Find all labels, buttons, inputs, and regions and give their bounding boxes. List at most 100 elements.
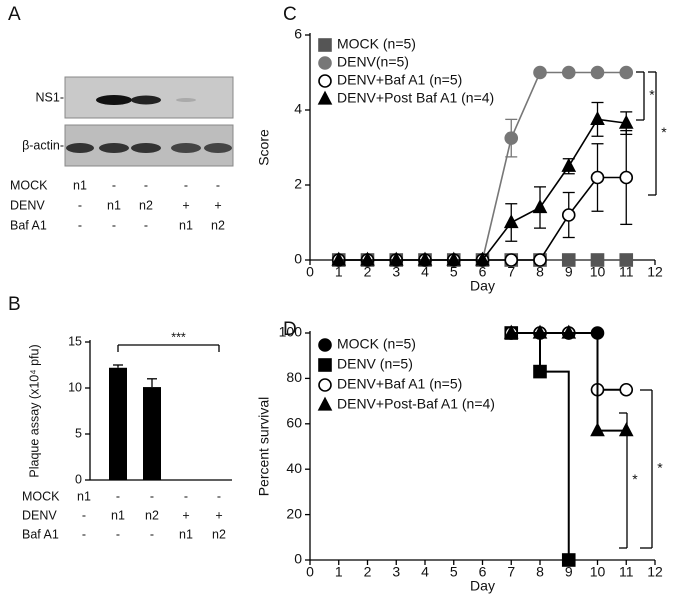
condition-cell: n1: [107, 198, 121, 212]
condition-cell: +: [215, 508, 222, 522]
x-tick-label: 7: [507, 564, 515, 580]
x-tick-label: 7: [507, 264, 515, 280]
condition-cell: +: [214, 198, 221, 212]
marker: [561, 157, 577, 172]
marker: [446, 251, 462, 266]
y-tick-label: 5: [75, 426, 82, 440]
condition-cell: -: [112, 178, 116, 192]
blot-actin: [64, 124, 234, 167]
legend-marker: [318, 38, 332, 52]
marker: [619, 253, 634, 267]
condition-label: MOCK: [10, 178, 48, 192]
y-tick-label: 40: [286, 460, 302, 476]
condition-label: DENV: [10, 198, 45, 212]
panel-letter: A: [8, 4, 21, 25]
condition-cell: n2: [139, 198, 153, 212]
marker: [619, 170, 634, 185]
annotation: *: [649, 87, 655, 103]
marker: [331, 251, 347, 266]
x-tick-label: 2: [364, 264, 372, 280]
series-line: [338, 176, 627, 261]
legend-label: MOCK (n=5): [337, 36, 416, 52]
marker: [561, 253, 576, 267]
marker: [619, 65, 634, 80]
x-tick-label: 12: [647, 264, 663, 280]
marker: [561, 553, 576, 567]
x-tick-label: 5: [450, 264, 458, 280]
legend-label: DENV+Baf A1 (n=5): [337, 376, 462, 392]
marker: [590, 65, 605, 80]
x-tick-label: 9: [565, 564, 573, 580]
condition-cell: n1: [179, 527, 193, 541]
marker: [533, 364, 547, 379]
panel-letter: D: [283, 319, 297, 340]
condition-cell: +: [182, 198, 189, 212]
x-tick-label: 11: [619, 564, 634, 580]
annotation: ***: [171, 330, 186, 344]
condition-cell: n2: [211, 218, 225, 232]
legend-label: DENV (n=5): [337, 356, 413, 372]
panel-letter: B: [8, 294, 21, 315]
marker: [360, 251, 375, 266]
x-tick-label: 0: [306, 564, 314, 580]
y-axis-title: Plaque assay (x10⁴ pfu): [27, 344, 41, 477]
condition-cell: n2: [145, 508, 159, 522]
legend-marker: [318, 358, 332, 372]
marker: [561, 65, 576, 80]
annotation: *: [632, 471, 638, 487]
condition-cell: -: [82, 527, 86, 541]
y-tick-label: 0: [75, 472, 82, 486]
condition-label: DENV: [22, 508, 57, 522]
x-tick-label: 1: [335, 564, 343, 580]
legend-label: DENV(n=5): [337, 54, 409, 70]
condition-label: Baf A1: [10, 218, 47, 232]
y-tick-label: 6: [294, 26, 302, 42]
marker: [561, 208, 576, 222]
condition-label: Baf A1: [22, 527, 59, 541]
legend-marker: [317, 396, 333, 411]
x-tick-label: 8: [536, 264, 544, 280]
condition-cell: -: [216, 178, 220, 192]
condition-cell: -: [217, 489, 221, 503]
condition-cell: n1: [111, 508, 125, 522]
x-tick-label: 2: [364, 564, 372, 580]
x-tick-label: 5: [450, 564, 458, 580]
marker: [533, 65, 547, 80]
x-tick-label: 12: [647, 564, 663, 580]
condition-cell: -: [144, 178, 148, 192]
y-tick-label: 80: [286, 369, 302, 385]
condition-cell: -: [78, 198, 82, 212]
x-tick-label: 4: [421, 264, 429, 280]
legend-marker: [318, 338, 332, 352]
y-tick-label: 10: [68, 380, 82, 394]
y-tick-label: 4: [294, 101, 302, 117]
series-line: [511, 332, 627, 432]
x-axis-title: Day: [470, 278, 495, 294]
x-tick-label: 3: [392, 264, 400, 280]
x-tick-label: 6: [479, 264, 487, 280]
condition-cell: -: [144, 218, 148, 232]
y-tick-label: 2: [294, 176, 302, 192]
y-tick-label: 0: [294, 251, 302, 267]
x-tick-label: 11: [619, 264, 634, 280]
y-axis-title: Percent survival: [256, 397, 272, 497]
y-tick-label: 0: [294, 551, 302, 567]
marker: [532, 199, 548, 214]
y-axis-title: Score: [256, 129, 272, 166]
x-axis-title: Day: [470, 578, 495, 594]
y-tick-label: 100: [279, 324, 303, 340]
x-tick-label: 10: [590, 264, 606, 280]
blot-label: NS1-: [36, 90, 64, 104]
condition-cell: -: [112, 218, 116, 232]
y-tick-label: 15: [68, 334, 82, 348]
marker: [503, 214, 519, 229]
x-tick-label: 1: [335, 264, 343, 280]
marker: [590, 170, 605, 185]
panel-letter: C: [283, 4, 297, 25]
marker: [618, 422, 634, 437]
condition-cell: +: [182, 508, 189, 522]
condition-cell: n2: [212, 527, 226, 541]
condition-label: MOCK: [22, 489, 60, 503]
legend-label: DENV+Baf A1 (n=5): [337, 72, 462, 88]
